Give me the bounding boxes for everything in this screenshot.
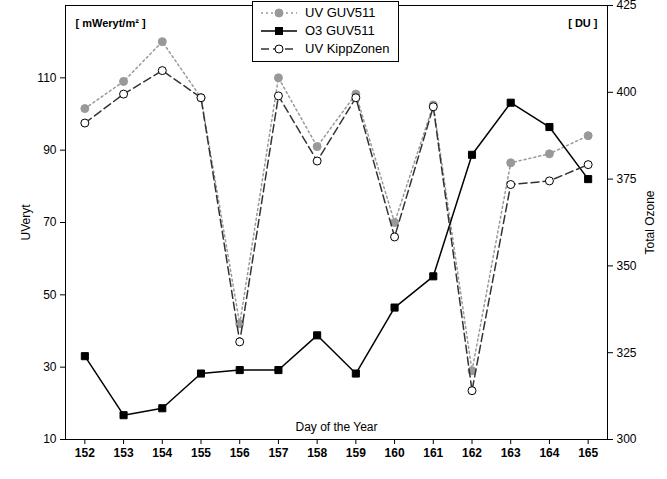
svg-text:161: 161 xyxy=(423,446,443,460)
svg-text:[ mWeryt/m² ]: [ mWeryt/m² ] xyxy=(76,17,146,29)
svg-text:152: 152 xyxy=(75,446,95,460)
svg-text:90: 90 xyxy=(43,143,57,157)
svg-text:Day of the Year: Day of the Year xyxy=(295,420,377,434)
svg-text:350: 350 xyxy=(617,259,637,273)
svg-text:375: 375 xyxy=(617,172,637,186)
svg-text:300: 300 xyxy=(617,432,637,446)
svg-text:325: 325 xyxy=(617,346,637,360)
svg-text:10: 10 xyxy=(43,432,57,446)
svg-text:Total Ozone: Total Ozone xyxy=(643,190,657,254)
svg-text:154: 154 xyxy=(152,446,172,460)
html-text:UV GUV511: UV GUV511 xyxy=(305,5,376,20)
svg-text:110: 110 xyxy=(37,71,56,85)
svg-text:160: 160 xyxy=(385,446,405,460)
svg-text:425: 425 xyxy=(617,0,637,12)
svg-text:30: 30 xyxy=(43,360,57,374)
svg-text:163: 163 xyxy=(501,446,521,460)
svg-text:165: 165 xyxy=(578,446,598,460)
svg-text:159: 159 xyxy=(346,446,366,460)
svg-text:400: 400 xyxy=(617,85,637,99)
svg-text:70: 70 xyxy=(43,215,57,229)
svg-text:155: 155 xyxy=(191,446,211,460)
html-text:O3 GUV511: O3 GUV511 xyxy=(305,23,375,38)
svg-text:50: 50 xyxy=(43,288,57,302)
html-text:UV KippZonen: UV KippZonen xyxy=(305,41,390,56)
svg-text:158: 158 xyxy=(307,446,327,460)
svg-text:UVeryt: UVeryt xyxy=(19,204,33,241)
svg-text:164: 164 xyxy=(539,446,559,460)
svg-text:162: 162 xyxy=(462,446,482,460)
svg-text:157: 157 xyxy=(268,446,288,460)
svg-text:156: 156 xyxy=(230,446,250,460)
svg-text:153: 153 xyxy=(114,446,134,460)
svg-text:[ DU ]: [ DU ] xyxy=(568,17,598,29)
